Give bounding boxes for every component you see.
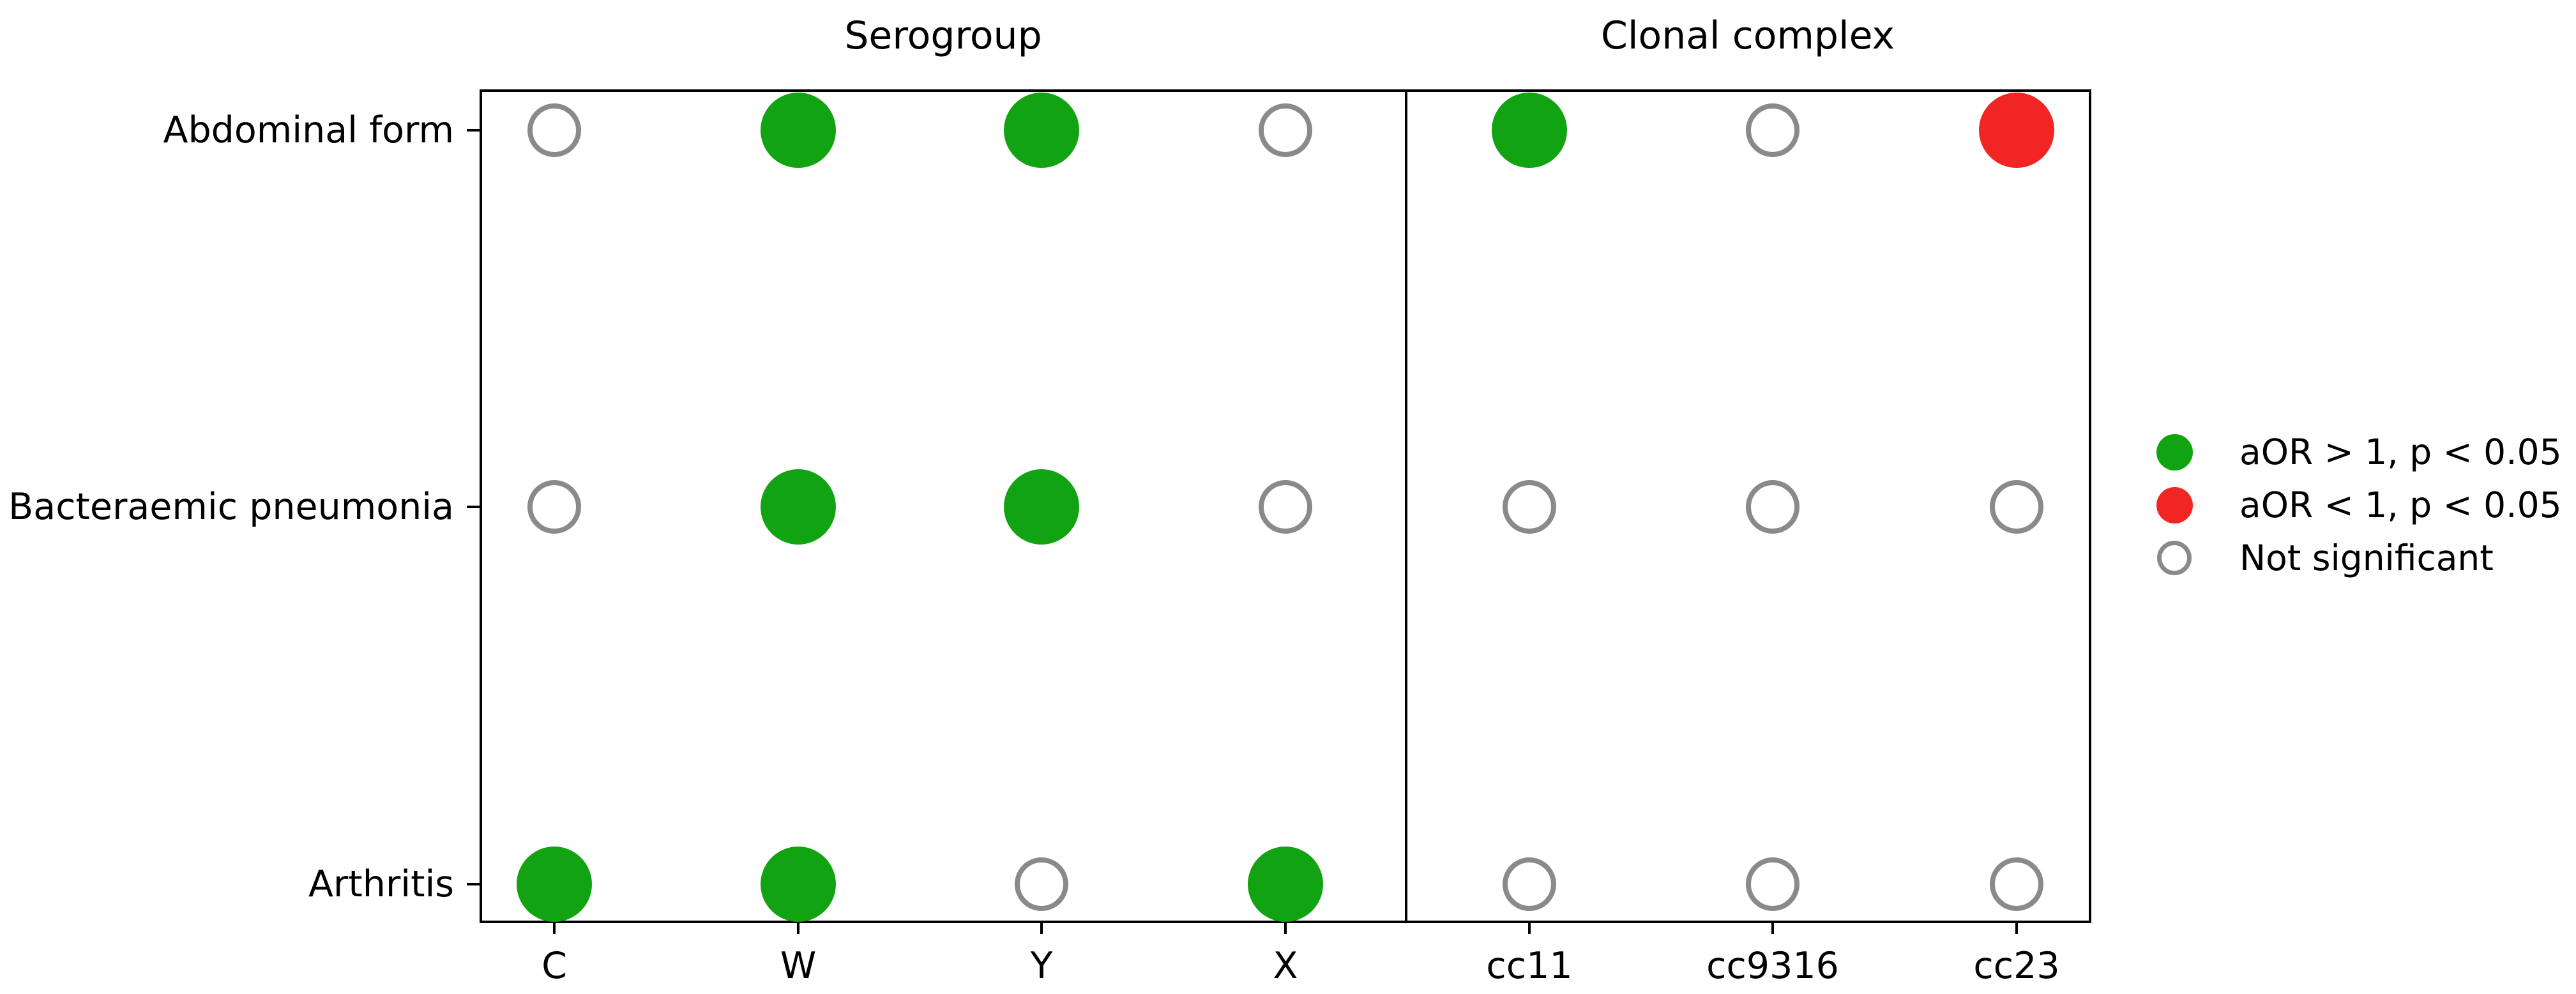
marker-abdominal-form-cc9316 [1746, 103, 1799, 157]
legend-marker-not-significant [2157, 541, 2192, 575]
marker-bacteraemic-pneumonia-w [761, 469, 836, 545]
marker-abdominal-form-cc23 [1979, 93, 2054, 168]
marker-abdominal-form-x [1259, 103, 1312, 157]
marker-arthritis-c [517, 847, 592, 922]
x-axis-label-y: Y [1030, 945, 1053, 987]
marker-arthritis-w [761, 847, 836, 922]
marker-abdominal-form-cc11 [1492, 93, 1567, 168]
marker-arthritis-y [1015, 857, 1068, 911]
legend-marker-aor-1-p-0-05 [2156, 486, 2193, 523]
marker-bacteraemic-pneumonia-cc11 [1503, 480, 1556, 534]
panel-title-clonal-complex: Clonal complex [1600, 13, 1895, 58]
legend-label-aor-1-p-0-05: aOR < 1, p < 0.05 [2239, 485, 2562, 525]
marker-bacteraemic-pneumonia-cc23 [1990, 480, 2043, 534]
x-axis-label-cc11: cc11 [1486, 945, 1573, 987]
y-tick-arthritis [467, 883, 480, 885]
y-axis-label-bacteraemic-pneumonia: Bacteraemic pneumonia [8, 486, 454, 528]
x-tick-x [1284, 923, 1287, 934]
y-axis-label-abdominal-form: Abdominal form [163, 109, 455, 151]
x-axis-label-c: C [542, 945, 567, 987]
marker-bacteraemic-pneumonia-y [1004, 469, 1079, 545]
x-tick-c [553, 923, 556, 934]
marker-abdominal-form-w [761, 93, 836, 168]
y-axis-label-arthritis: Arthritis [308, 863, 454, 905]
marker-bacteraemic-pneumonia-x [1259, 480, 1312, 534]
y-tick-abdominal-form [467, 129, 480, 132]
legend-marker-aor-1-p-0-05 [2156, 433, 2193, 471]
marker-arthritis-cc9316 [1746, 857, 1799, 911]
x-tick-y [1040, 923, 1043, 934]
marker-bacteraemic-pneumonia-c [527, 480, 581, 534]
x-axis-label-x: X [1273, 945, 1298, 987]
marker-abdominal-form-y [1004, 93, 1079, 168]
legend-label-aor-1-p-0-05: aOR > 1, p < 0.05 [2239, 432, 2562, 472]
x-tick-cc11 [1528, 923, 1531, 934]
x-axis-label-cc9316: cc9316 [1706, 945, 1839, 987]
panel-title-serogroup: Serogroup [844, 13, 1042, 58]
x-tick-cc9316 [1771, 923, 1774, 934]
panel-divider [1405, 92, 1407, 921]
x-axis-label-w: W [780, 945, 817, 987]
legend-label-not-significant: Not significant [2239, 538, 2494, 578]
marker-arthritis-x [1248, 847, 1323, 922]
marker-abdominal-form-c [527, 103, 581, 157]
marker-arthritis-cc23 [1990, 857, 2043, 911]
marker-bacteraemic-pneumonia-cc9316 [1746, 480, 1799, 534]
x-tick-w [797, 923, 799, 934]
x-axis-label-cc23: cc23 [1973, 945, 2060, 987]
y-tick-bacteraemic-pneumonia [467, 506, 480, 508]
marker-arthritis-cc11 [1503, 857, 1556, 911]
x-tick-cc23 [2015, 923, 2018, 934]
